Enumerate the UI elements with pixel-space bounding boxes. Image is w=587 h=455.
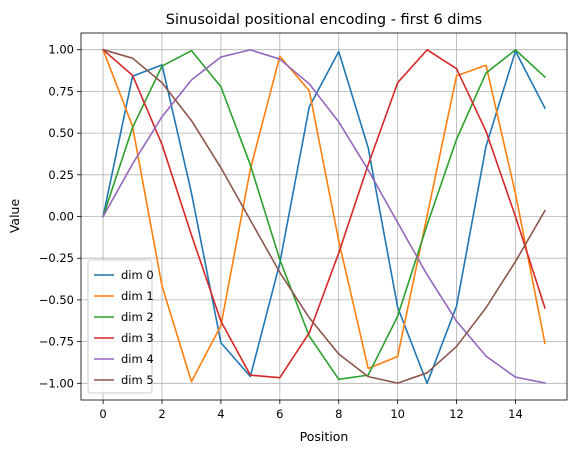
x-tick-label: 8: [335, 407, 342, 421]
series-line-dim-5: [102, 48, 547, 384]
series-lines: [101, 48, 547, 385]
y-tick-label: −1.00: [39, 376, 74, 390]
axis-ticks: 0 2 4 6 8 10 12 14 1.00 0.75 0.50 0.25 0.00 −0.25 −0.5…: [39, 43, 523, 421]
series-line-dim-2: [102, 49, 547, 381]
y-tick-label: −0.25: [39, 251, 74, 265]
y-tick-label: −0.50: [39, 293, 74, 307]
legend-label-dim-5: dim 5: [121, 373, 154, 387]
x-axis-label: Position: [300, 429, 349, 444]
x-tick-label: 14: [508, 407, 523, 421]
y-tick-label: 0.50: [48, 126, 74, 140]
x-tick-label: 2: [158, 407, 165, 421]
legend-label-dim-2: dim 2: [121, 310, 154, 324]
series-line-dim-1: [102, 48, 546, 383]
legend: dim 0 dim 1 dim 2 dim 3 dim 4 dim 5: [87, 259, 154, 394]
chart-title: Sinusoidal positional encoding - first 6…: [166, 12, 482, 28]
x-tick-label: 0: [99, 407, 106, 421]
y-tick-label: 0.25: [48, 168, 74, 182]
series-line-dim-0: [102, 50, 546, 385]
legend-label-dim-0: dim 0: [121, 268, 154, 282]
y-tick-label: 0.75: [48, 84, 74, 98]
y-tick-label: 0.00: [48, 210, 74, 224]
y-tick-label: −0.75: [39, 335, 74, 349]
series-line-dim-3: [101, 48, 546, 379]
x-tick-label: 12: [449, 407, 464, 421]
y-axis-label: Value: [7, 199, 22, 234]
x-tick-label: 4: [217, 407, 224, 421]
x-tick-label: 6: [276, 407, 283, 421]
y-tick-label: 1.00: [48, 43, 74, 57]
series-line-dim-4: [102, 49, 546, 384]
legend-label-dim-4: dim 4: [121, 352, 154, 366]
legend-label-dim-1: dim 1: [121, 289, 154, 303]
x-tick-label: 10: [390, 407, 405, 421]
legend-label-dim-3: dim 3: [121, 331, 154, 345]
